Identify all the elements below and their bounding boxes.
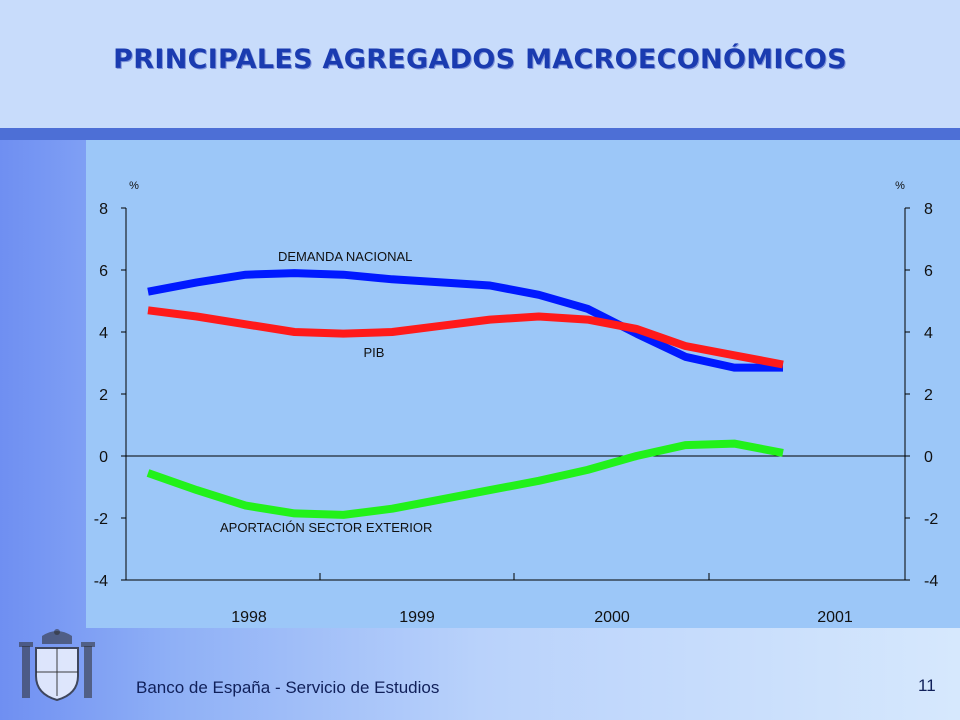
header-band bbox=[0, 0, 960, 128]
y-tick-label-left: -2 bbox=[94, 511, 108, 528]
y-tick-label-right: 4 bbox=[924, 325, 933, 342]
x-tick-label: 2001 bbox=[817, 609, 853, 626]
coat-of-arms-logo bbox=[19, 629, 95, 702]
series-line-pib bbox=[147, 306, 784, 369]
unit-label-left: % bbox=[129, 180, 139, 192]
y-tick-label-right: 0 bbox=[924, 449, 933, 466]
unit-label-right: % bbox=[895, 180, 905, 192]
x-tick-label: 1998 bbox=[231, 609, 267, 626]
series-label-aportacion-exterior: APORTACIÓN SECTOR EXTERIOR bbox=[220, 520, 432, 535]
y-tick-label-left: 8 bbox=[99, 201, 108, 218]
y-tick-label-right: 2 bbox=[924, 387, 933, 404]
y-tick-label-right: -2 bbox=[924, 511, 938, 528]
series-line-demanda-nacional bbox=[147, 269, 783, 372]
header-rule bbox=[0, 128, 960, 140]
page-title: PRINCIPALES AGREGADOS MACROECONÓMICOS bbox=[113, 44, 847, 75]
y-tick-label-right: 8 bbox=[924, 201, 933, 218]
page-number: 11 bbox=[918, 676, 936, 695]
series-label-pib: PIB bbox=[364, 345, 385, 360]
y-tick-label-left: 4 bbox=[99, 325, 108, 342]
y-tick-label-left: 0 bbox=[99, 449, 108, 466]
y-tick-label-left: 2 bbox=[99, 387, 108, 404]
x-tick-label: 2000 bbox=[594, 609, 630, 626]
x-tick-label: 1999 bbox=[399, 609, 435, 626]
plot-background bbox=[86, 140, 960, 628]
y-tick-label-left: 6 bbox=[99, 263, 108, 280]
y-tick-label-right: 6 bbox=[924, 263, 933, 280]
y-tick-label-right: -4 bbox=[924, 573, 938, 590]
series-label-demanda-nacional: DEMANDA NACIONAL bbox=[278, 249, 412, 264]
series-line-aportacion-exterior bbox=[146, 439, 784, 519]
y-tick-label-left: -4 bbox=[94, 573, 108, 590]
footer-institution: Banco de España - Servicio de Estudios bbox=[136, 678, 440, 697]
